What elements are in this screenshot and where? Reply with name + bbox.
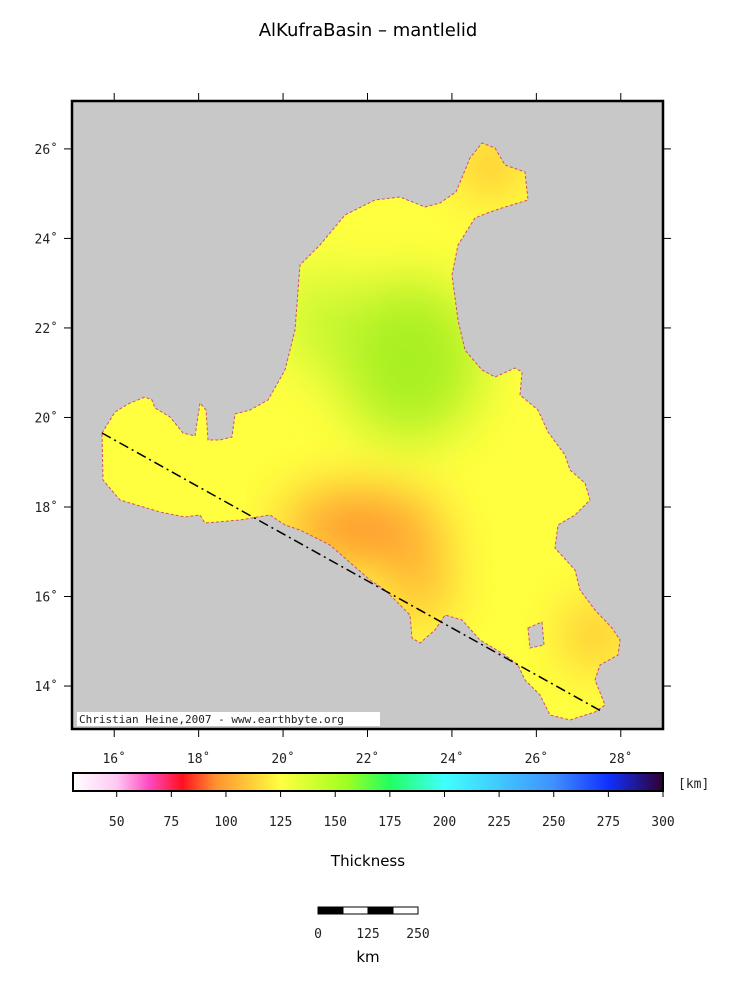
y-tick-label: 22˚ xyxy=(35,321,58,337)
profile-line xyxy=(101,432,602,712)
x-tick-label: 22˚ xyxy=(356,751,379,767)
colorbar-tick-label: 50 xyxy=(109,815,125,830)
y-tick-label: 18˚ xyxy=(35,500,58,516)
y-tick-label: 20˚ xyxy=(35,410,58,426)
x-tick-label: 26˚ xyxy=(525,751,548,767)
x-tick-label: 20˚ xyxy=(271,751,294,767)
colorbar-tick-label: 175 xyxy=(378,815,401,830)
scale-unit: km xyxy=(356,948,379,966)
basin-hole xyxy=(527,621,545,649)
colorbar-tick-label: 100 xyxy=(214,815,237,830)
colorbar-tick-label: 300 xyxy=(651,815,674,830)
y-tick-label: 24˚ xyxy=(35,231,58,247)
colorbar-unit: [km] xyxy=(678,777,709,792)
colorbar xyxy=(72,772,664,792)
y-tick-label: 26˚ xyxy=(35,142,58,158)
colorbar-label: Thickness xyxy=(330,852,405,870)
x-tick-label: 16˚ xyxy=(102,751,125,767)
colorbar-tick-label: 200 xyxy=(433,815,456,830)
credit-box xyxy=(77,712,380,726)
x-tick-label: 18˚ xyxy=(187,751,210,767)
scale-tick-label: 250 xyxy=(406,927,429,942)
colorbar-tick-label: 150 xyxy=(323,815,346,830)
credit: Christian Heine,2007 - www.earthbyte.org xyxy=(79,713,344,726)
y-tick-label: 14˚ xyxy=(35,679,58,695)
colorbar-tick-label: 250 xyxy=(542,815,565,830)
colorbar-tick-label: 75 xyxy=(164,815,180,830)
map-title: AlKufraBasin – mantlelid xyxy=(259,20,478,41)
scale-tick-label: 125 xyxy=(356,927,379,942)
colorbar-tick-label: 125 xyxy=(269,815,292,830)
x-tick-label: 28˚ xyxy=(609,751,632,767)
x-tick-label: 24˚ xyxy=(440,751,463,767)
axis-ticks: 16˚ 18˚ 20˚ 22˚ 24˚ 26˚ 28˚ 14˚ 16˚ 18˚ 20˚ 22˚ 24˚ 2… xyxy=(35,93,671,767)
colorbar-tick-label: 275 xyxy=(597,815,620,830)
scale-tick-label: 0 xyxy=(314,927,322,942)
y-tick-label: 16˚ xyxy=(35,590,58,606)
scale-bar xyxy=(317,906,419,915)
colorbar-tick-label: 225 xyxy=(487,815,510,830)
